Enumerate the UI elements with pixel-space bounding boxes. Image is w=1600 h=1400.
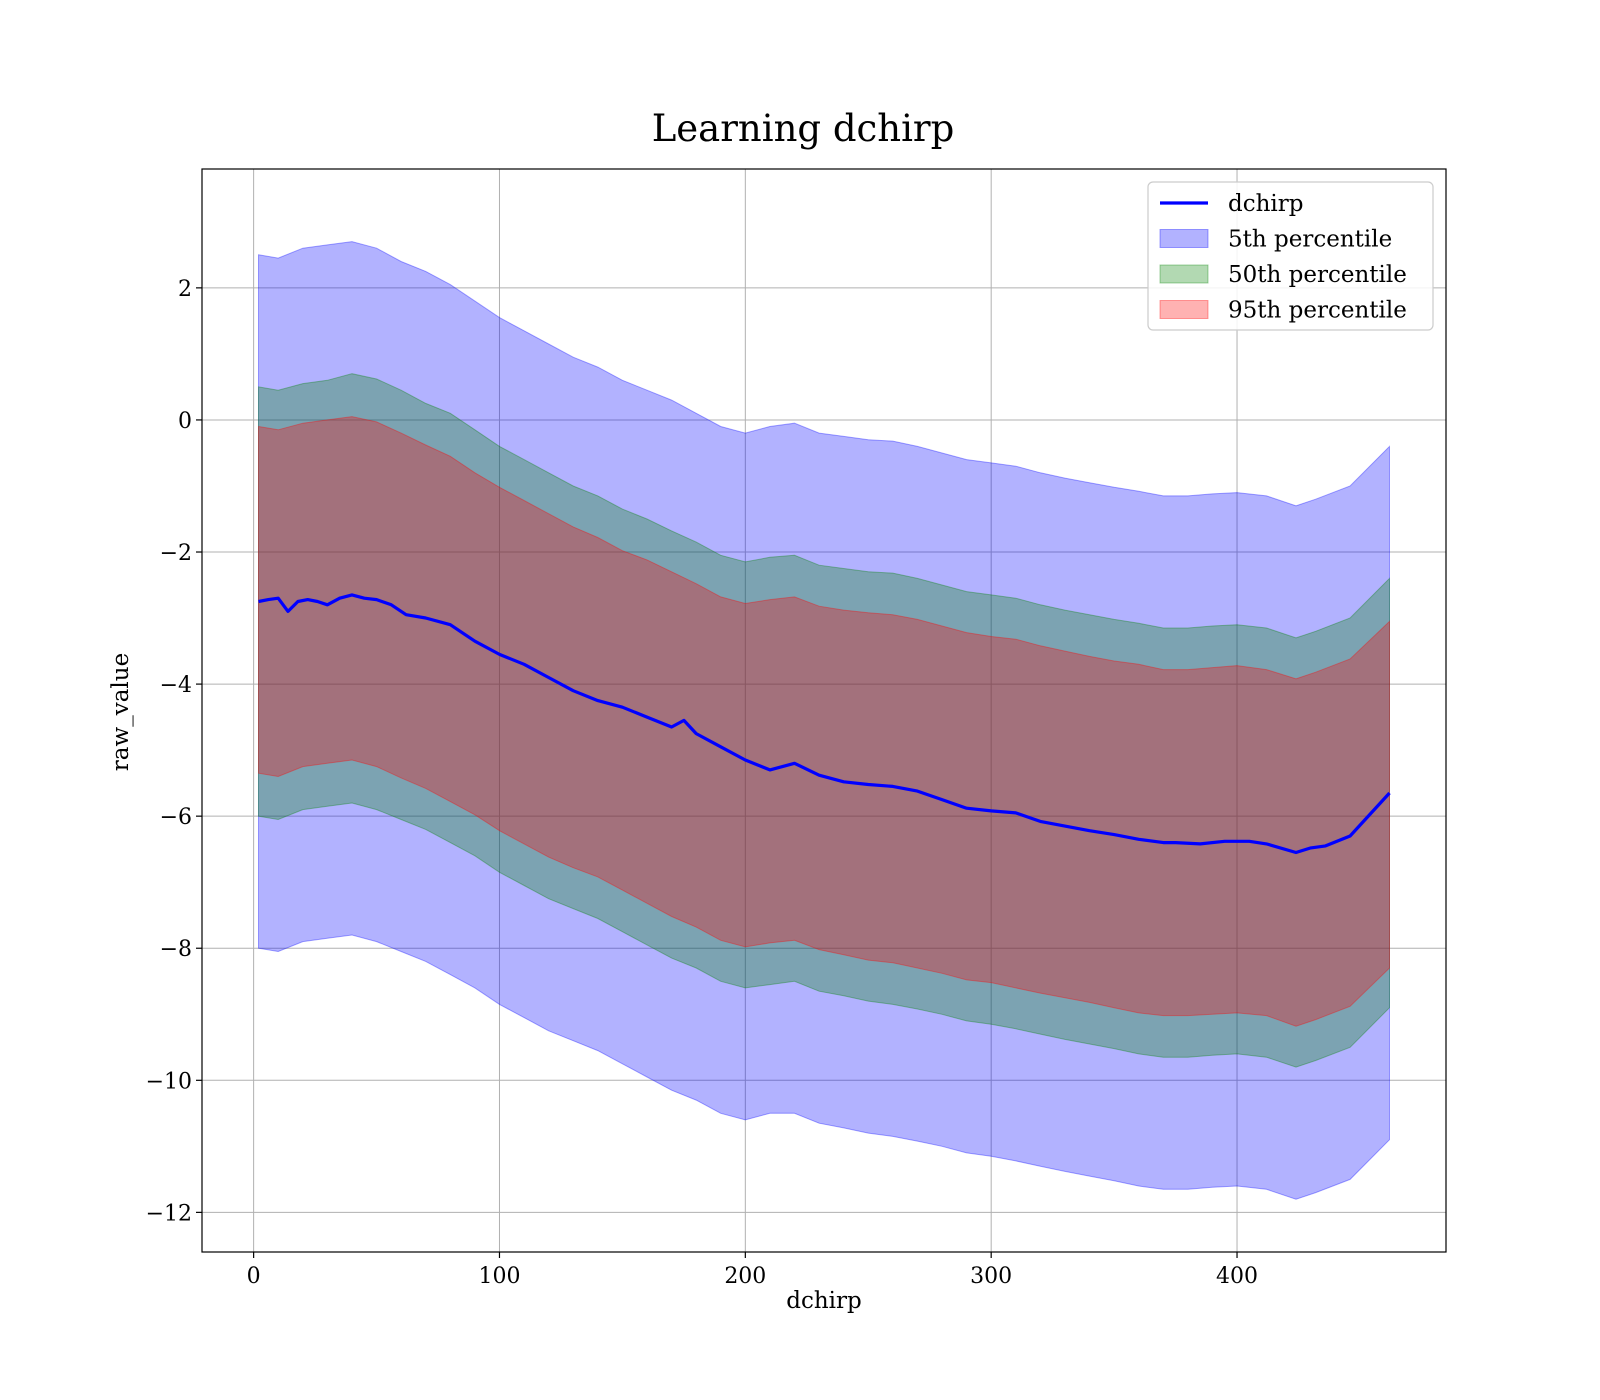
legend-label: 95th percentile (1228, 298, 1407, 324)
y-tick-label: −6 (160, 805, 192, 830)
x-tick-label: 400 (1216, 1264, 1258, 1289)
legend: dchirp 5th percentile 50th percentile 95th … (1147, 181, 1434, 331)
y-tick-label: −10 (146, 1069, 192, 1094)
y-tick-label: −2 (160, 541, 192, 566)
dchirp-line (258, 593, 1391, 855)
plot-frame (201, 168, 1447, 1253)
y-axis-label: raw_value (108, 653, 134, 771)
y-tick-label: 2 (178, 277, 192, 302)
line-layer (258, 593, 1391, 855)
x-tick-label: 300 (970, 1264, 1012, 1289)
band-2 (258, 416, 1390, 1027)
ticks-layer: 0 100 200 300 400 2 0 −2 −4 −6 −8 −10 −12 (146, 277, 1258, 1289)
legend-items: dchirp 5th percentile 50th percentile 95th … (1159, 191, 1407, 324)
x-tick-label: 0 (247, 1264, 261, 1289)
y-tick-label: 0 (178, 409, 192, 434)
chart-title: Learning dchirp (652, 107, 955, 150)
legend-label: 50th percentile (1228, 262, 1407, 288)
legend-swatch-patch (1159, 264, 1209, 284)
legend-swatch-patch (1159, 229, 1209, 248)
legend-box (1147, 181, 1434, 331)
y-tick-label: −4 (160, 673, 192, 698)
x-tick-label: 200 (724, 1264, 766, 1289)
x-tick-label: 100 (478, 1264, 520, 1289)
band-1 (258, 373, 1390, 1068)
legend-label: dchirp (1228, 191, 1304, 217)
grid-layer (202, 169, 1446, 1252)
legend-swatch-patch (1159, 300, 1209, 319)
legend-label: 5th percentile (1228, 227, 1392, 253)
bands-layer (258, 241, 1390, 1200)
y-tick-label: −8 (160, 937, 192, 962)
band-0 (258, 241, 1390, 1200)
y-tick-label: −12 (146, 1201, 192, 1226)
x-axis-label: dchirp (786, 1288, 862, 1314)
